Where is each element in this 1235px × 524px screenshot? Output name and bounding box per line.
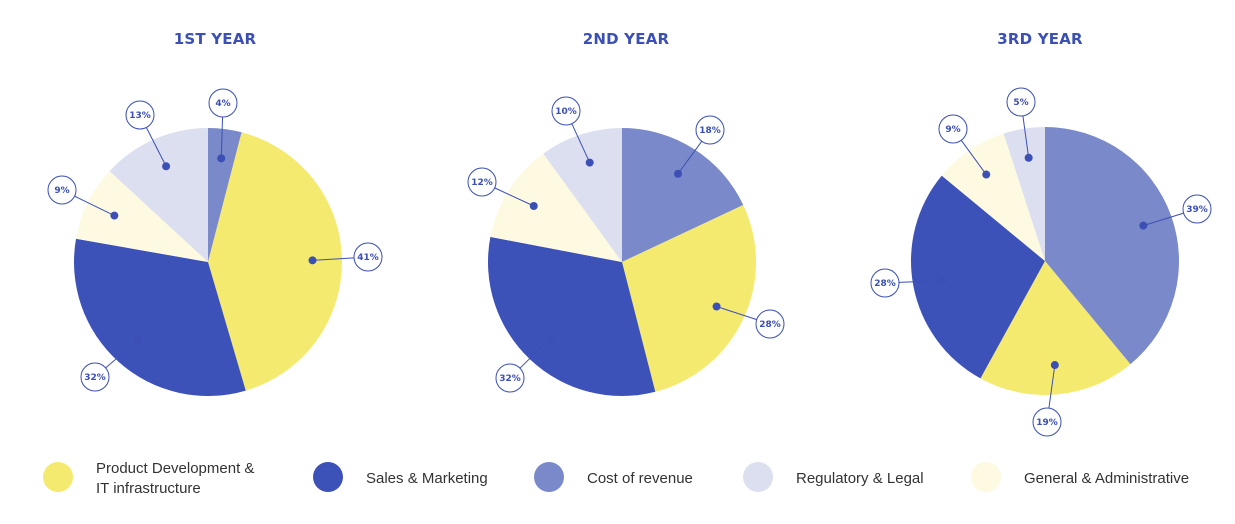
pie-slice — [74, 238, 246, 396]
callout-leader-line — [677, 141, 703, 175]
chart-title: 1ST YEAR — [174, 30, 257, 48]
legend-item: Cost of revenue — [534, 462, 693, 492]
chart-title: 2ND YEAR — [583, 30, 670, 48]
callout-dot — [1024, 153, 1033, 162]
callout-dot — [308, 256, 317, 265]
callout-leader-line — [74, 195, 115, 217]
callout-bubble — [125, 100, 155, 130]
pie-slice — [208, 132, 343, 391]
pie-slice — [622, 204, 757, 392]
callout-leader-line — [1022, 115, 1030, 158]
data-label: 13% — [129, 111, 151, 121]
legend-label: Cost of revenue — [587, 470, 693, 487]
callout-dot — [162, 162, 171, 171]
callout-leader-line — [898, 280, 943, 283]
data-label: 10% — [555, 107, 577, 117]
pie-slice — [76, 171, 208, 262]
pie-slice — [208, 128, 242, 262]
legend-swatch — [313, 462, 343, 492]
callout-bubble — [208, 88, 238, 118]
legend-label: Sales & Marketing — [366, 470, 488, 487]
callout-dot — [529, 201, 538, 210]
legend-swatch — [971, 462, 1001, 492]
callout-dot — [674, 169, 683, 178]
callout-dot — [1050, 361, 1059, 370]
legend-label: Regulatory & Legal — [796, 470, 924, 487]
callout-dot — [712, 302, 721, 311]
pie-slice — [941, 133, 1045, 261]
data-label: 5% — [1013, 98, 1028, 108]
pie-chart-2: 2ND YEAR 18% 28% 32% 12% 10% — [467, 30, 785, 396]
callout-bubble — [467, 167, 497, 197]
data-label: 28% — [759, 320, 781, 330]
callout-bubble — [938, 114, 968, 144]
legend-item: Product Development & IT infrastructure — [43, 460, 254, 497]
callout-leader-line — [220, 116, 224, 159]
data-label: 4% — [215, 99, 230, 109]
callout-leader-line — [494, 187, 534, 207]
callout-dot — [546, 334, 555, 343]
pie-slice — [1045, 127, 1179, 365]
data-label: 18% — [699, 126, 721, 136]
pie-chart-1: 1ST YEAR 4% 41% 32% 9% 13% — [47, 30, 383, 396]
callout-leader-line — [1048, 364, 1056, 409]
chart-title: 3RD YEAR — [997, 30, 1083, 48]
callout-bubble — [353, 242, 383, 272]
callout-leader-line — [145, 127, 167, 167]
data-label: 9% — [54, 186, 69, 196]
callout-leader-line — [1143, 212, 1184, 227]
pie-slice — [911, 175, 1045, 379]
callout-bubble — [551, 96, 581, 126]
callout-bubble — [1006, 87, 1036, 117]
data-label: 28% — [874, 279, 896, 289]
callout-leader-line — [960, 140, 987, 175]
callout-dot — [1139, 221, 1148, 230]
callout-leader-line — [105, 339, 139, 369]
data-label: 9% — [945, 125, 960, 135]
pie-slice — [622, 128, 744, 262]
pie-slice — [1003, 127, 1045, 261]
legend-label: General & Administrative — [1024, 470, 1189, 487]
callout-bubble — [870, 268, 900, 298]
legend: Product Development & IT infrastructure Sa… — [43, 460, 1189, 497]
data-label: 32% — [499, 374, 521, 384]
callout-leader-line — [571, 123, 591, 163]
legend-swatch — [43, 462, 73, 492]
data-label: 32% — [84, 373, 106, 383]
data-label: 19% — [1036, 418, 1058, 428]
callout-dot — [217, 154, 226, 163]
callout-leader-line — [519, 337, 551, 369]
callout-bubble — [695, 115, 725, 145]
callout-bubble — [495, 363, 525, 393]
pie-slice — [543, 128, 622, 262]
legend-item: General & Administrative — [971, 462, 1189, 492]
pie-chart-3: 3RD YEAR 39% 19% 28% 9% 5% — [870, 30, 1212, 437]
data-label: 41% — [357, 253, 379, 263]
pie-slice — [109, 128, 208, 262]
pie-slice — [980, 261, 1131, 396]
data-label: 39% — [1186, 205, 1208, 215]
pie-slice — [487, 236, 656, 396]
callout-bubble — [80, 362, 110, 392]
callout-bubble — [755, 309, 785, 339]
legend-swatch — [534, 462, 564, 492]
data-label: 12% — [471, 178, 493, 188]
legend-label: Product Development & — [96, 460, 254, 477]
callout-dot — [938, 276, 947, 285]
callout-bubble — [47, 175, 77, 205]
callout-leader-line — [312, 257, 355, 261]
legend-label: IT infrastructure — [96, 480, 201, 497]
pie-slice — [490, 153, 622, 262]
callout-dot — [110, 211, 119, 220]
callout-leader-line — [716, 306, 757, 321]
callout-dot — [134, 335, 143, 344]
callout-bubble — [1182, 194, 1212, 224]
legend-swatch — [743, 462, 773, 492]
callout-dot — [982, 170, 991, 179]
callout-dot — [585, 158, 594, 167]
legend-item: Sales & Marketing — [313, 462, 488, 492]
legend-item: Regulatory & Legal — [743, 462, 924, 492]
callout-bubble — [1032, 407, 1062, 437]
